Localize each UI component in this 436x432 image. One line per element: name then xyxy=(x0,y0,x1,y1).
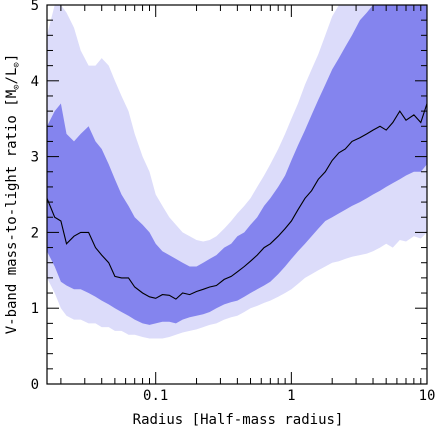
y-axis-title: V-band mass-to-light ratio [M⊙/L⊙] xyxy=(4,54,22,335)
y-tick-label: 3 xyxy=(31,150,39,166)
sun-symbol: ⊙ xyxy=(12,84,22,89)
y-tick-label: 5 xyxy=(31,0,39,14)
y-axis-title-main: V-band mass-to-light ratio [M xyxy=(4,90,20,334)
plot-content xyxy=(47,5,427,339)
inner-percentile-band xyxy=(47,5,427,325)
sun-symbol: ⊙ xyxy=(12,62,22,67)
x-tick-label: 10 xyxy=(419,388,436,404)
y-tick-label: 2 xyxy=(31,225,39,241)
x-axis-title: Radius [Half-mass radius] xyxy=(133,412,344,428)
plot-area xyxy=(47,5,427,339)
x-tick-label: 0.1 xyxy=(143,388,168,404)
median-line xyxy=(47,103,427,300)
x-tick-label: 1 xyxy=(287,388,295,404)
y-axis-title-close: ] xyxy=(4,54,20,62)
y-axis-title-sep: /L xyxy=(4,68,20,85)
y-tick-label: 1 xyxy=(31,301,39,317)
y-tick-label: 0 xyxy=(31,377,39,393)
axes: 0.1 1 10 0 1 2 3 4 5 xyxy=(31,0,436,404)
y-tick-label: 4 xyxy=(31,74,39,90)
